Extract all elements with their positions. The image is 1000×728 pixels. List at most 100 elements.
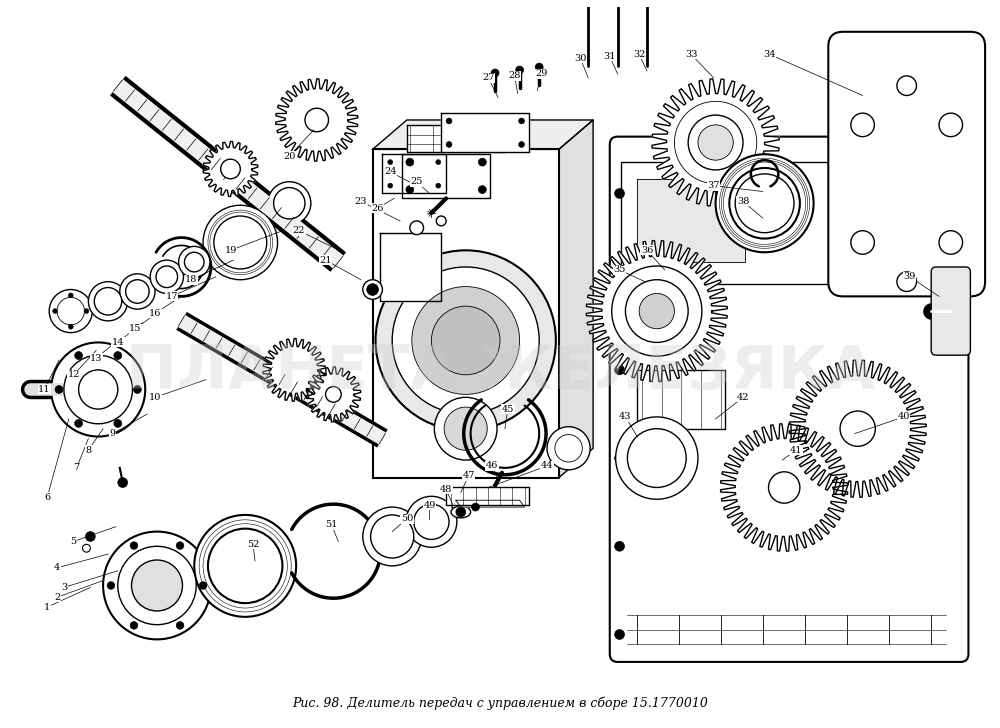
Circle shape (735, 174, 794, 233)
Text: 7: 7 (74, 464, 80, 472)
Circle shape (126, 280, 149, 304)
Circle shape (897, 272, 916, 291)
Text: 14: 14 (112, 338, 124, 347)
Polygon shape (456, 500, 524, 507)
Text: 50: 50 (401, 515, 413, 523)
Text: 8: 8 (85, 446, 91, 455)
Circle shape (446, 141, 452, 147)
Circle shape (75, 352, 83, 360)
Polygon shape (373, 120, 593, 149)
Circle shape (133, 386, 141, 393)
FancyBboxPatch shape (931, 267, 970, 355)
Circle shape (478, 186, 486, 194)
Text: Рис. 98. Делитель передач с управлением в сборе 15.1770010: Рис. 98. Делитель передач с управлением … (292, 696, 708, 710)
Circle shape (769, 472, 800, 503)
Circle shape (367, 284, 378, 296)
Circle shape (221, 159, 240, 179)
Circle shape (939, 231, 963, 254)
Circle shape (376, 250, 556, 431)
Text: 30: 30 (574, 54, 587, 63)
Text: 16: 16 (149, 309, 161, 317)
Circle shape (57, 297, 84, 325)
Circle shape (176, 622, 184, 629)
Circle shape (615, 453, 624, 463)
Circle shape (639, 293, 674, 329)
Circle shape (214, 216, 267, 269)
Circle shape (519, 118, 524, 124)
Circle shape (615, 189, 624, 198)
Text: 17: 17 (165, 292, 178, 301)
FancyBboxPatch shape (828, 32, 985, 296)
Circle shape (118, 478, 128, 488)
Polygon shape (559, 120, 593, 478)
Circle shape (616, 417, 698, 499)
Circle shape (103, 531, 211, 639)
Circle shape (75, 419, 83, 427)
Text: 39: 39 (903, 272, 916, 281)
Text: 27: 27 (482, 74, 494, 82)
FancyBboxPatch shape (621, 162, 958, 284)
Circle shape (410, 221, 424, 234)
Text: 23: 23 (355, 197, 367, 206)
Text: 13: 13 (90, 354, 102, 363)
Text: 24: 24 (384, 167, 396, 176)
Circle shape (392, 267, 539, 414)
Circle shape (674, 101, 757, 183)
Circle shape (274, 188, 305, 219)
Circle shape (625, 280, 688, 342)
Polygon shape (637, 179, 745, 262)
Circle shape (627, 429, 686, 488)
Circle shape (897, 76, 916, 95)
Circle shape (130, 542, 138, 550)
Circle shape (456, 507, 466, 517)
Polygon shape (446, 488, 529, 505)
Circle shape (436, 183, 441, 188)
Circle shape (388, 159, 393, 165)
Polygon shape (407, 125, 505, 152)
Circle shape (446, 118, 452, 124)
Text: 10: 10 (149, 393, 161, 402)
Circle shape (555, 435, 582, 462)
Circle shape (535, 63, 543, 71)
Text: 26: 26 (371, 204, 384, 213)
Circle shape (53, 309, 58, 314)
Circle shape (414, 504, 449, 539)
Circle shape (939, 113, 963, 137)
Polygon shape (306, 367, 361, 422)
Text: 28: 28 (509, 71, 521, 80)
Circle shape (85, 531, 95, 542)
Circle shape (363, 280, 382, 299)
Circle shape (371, 515, 414, 558)
Circle shape (208, 529, 282, 603)
Polygon shape (382, 154, 446, 194)
Circle shape (716, 154, 814, 253)
Text: 3: 3 (61, 583, 67, 592)
Text: 33: 33 (685, 50, 697, 59)
Circle shape (184, 253, 204, 272)
Text: ПЛАНЕТА ЖЕЛЕЗЯКА: ПЛАНЕТА ЖЕЛЕЗЯКА (126, 344, 874, 403)
Circle shape (615, 277, 624, 287)
Circle shape (88, 282, 128, 321)
Polygon shape (652, 79, 779, 206)
Circle shape (729, 168, 800, 239)
Circle shape (68, 293, 73, 298)
Circle shape (698, 125, 733, 160)
Circle shape (156, 266, 178, 288)
Circle shape (491, 69, 499, 77)
Circle shape (388, 183, 393, 188)
Ellipse shape (451, 506, 471, 518)
Circle shape (305, 108, 328, 132)
Circle shape (51, 342, 145, 437)
Circle shape (851, 113, 874, 137)
Text: 45: 45 (502, 405, 514, 414)
Circle shape (444, 407, 487, 450)
Circle shape (436, 159, 441, 165)
Circle shape (472, 503, 479, 511)
Circle shape (615, 365, 624, 375)
Circle shape (406, 496, 457, 547)
Text: 40: 40 (898, 413, 910, 422)
Text: 21: 21 (319, 256, 332, 264)
Circle shape (436, 216, 446, 226)
Polygon shape (586, 240, 727, 381)
Text: 52: 52 (247, 540, 259, 549)
